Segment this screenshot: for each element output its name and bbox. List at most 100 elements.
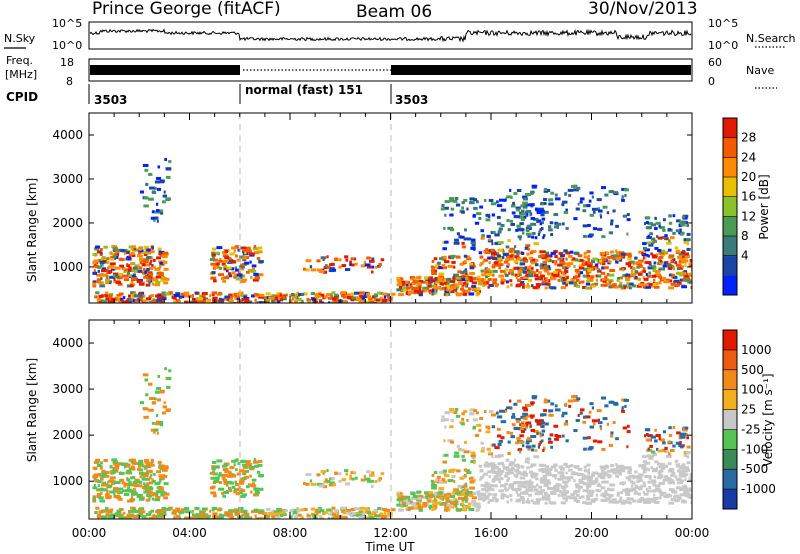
power-cell: [226, 298, 229, 302]
velocity-cell: [531, 481, 534, 485]
power-cell: [622, 214, 628, 218]
velocity-colorbar-swatch: [723, 409, 737, 430]
velocity-cell: [683, 454, 688, 458]
power-cell: [154, 216, 159, 220]
power-cell: [608, 285, 613, 289]
power-cell: [630, 260, 635, 264]
power-cell: [197, 300, 202, 303]
velocity-cell: [254, 491, 260, 495]
velocity-cell: [494, 499, 499, 503]
power-cell: [602, 205, 608, 209]
velocity-cell: [646, 489, 652, 493]
velocity-cell: [588, 446, 594, 450]
power-cell: [233, 292, 239, 296]
power-cell: [658, 255, 664, 259]
velocity-cell: [151, 401, 157, 405]
velocity-cell: [143, 459, 150, 463]
velocity-cell: [585, 501, 591, 505]
power-cell: [491, 242, 494, 246]
power-cell: [594, 263, 599, 267]
velocity-cell: [418, 508, 423, 512]
velocity-cell: [94, 511, 98, 515]
power-cell: [499, 263, 504, 267]
power-cell: [479, 263, 483, 267]
velocity-cell: [545, 491, 548, 495]
power-cell: [119, 264, 125, 268]
power-cell: [413, 291, 419, 295]
power-cell: [223, 276, 230, 280]
velocity-cell: [168, 506, 173, 510]
power-cell: [531, 284, 534, 288]
velocity-cell: [259, 509, 265, 513]
power-cell: [537, 219, 542, 223]
velocity-cell: [127, 471, 131, 475]
velocity-cell: [683, 486, 687, 490]
velocity-cell: [100, 491, 103, 495]
velocity-cell: [609, 483, 616, 487]
velocity-cell: [162, 474, 168, 478]
velocity-cell: [525, 414, 531, 418]
velocity-cell: [426, 497, 432, 501]
power-cell: [515, 284, 521, 288]
power-cell: [226, 269, 229, 273]
velocity-cell: [360, 478, 366, 482]
velocity-cell: [148, 408, 154, 412]
velocity-ylabel: Slant Range [km]: [25, 358, 39, 462]
power-cell: [609, 250, 615, 254]
velocity-cell: [654, 460, 659, 464]
velocity-cell: [562, 488, 566, 492]
power-cell: [521, 267, 527, 271]
velocity-cell: [249, 474, 252, 478]
velocity-cell: [119, 478, 125, 482]
velocity-cell: [685, 468, 690, 472]
velocity-cell: [148, 516, 152, 519]
velocity-cell: [215, 476, 220, 480]
power-cell: [101, 256, 106, 260]
velocity-cell: [607, 475, 611, 479]
power-cell: [129, 284, 134, 288]
velocity-cell: [628, 474, 632, 478]
power-cell: [516, 224, 521, 228]
power-cell: [550, 191, 555, 195]
velocity-colorbar-swatch: [723, 330, 737, 351]
velocity-cell: [100, 477, 104, 481]
velocity-cell: [623, 501, 626, 505]
power-cell: [546, 282, 551, 286]
velocity-cell: [353, 471, 357, 475]
power-cell: [525, 244, 531, 248]
nsearch-label: N.Search: [746, 32, 796, 45]
velocity-cell: [253, 487, 259, 491]
velocity-cell: [318, 515, 323, 519]
velocity-cell: [442, 460, 447, 464]
velocity-cell: [242, 472, 247, 476]
power-cell: [523, 197, 529, 201]
power-cell: [311, 297, 316, 301]
velocity-cell: [342, 511, 346, 515]
velocity-cell: [479, 477, 483, 481]
power-cell: [383, 295, 387, 299]
station-title: Prince George (fitACF): [92, 0, 281, 19]
power-cell: [463, 237, 470, 241]
power-cell: [92, 280, 97, 284]
velocity-cell: [174, 517, 178, 519]
velocity-cell: [683, 484, 688, 488]
velocity-cell: [155, 413, 159, 417]
status-panel: N.Sky 10^5 10^0 10^5 10^0 N.Search Freq.…: [4, 17, 796, 107]
velocity-cell: [533, 485, 537, 489]
power-cell: [638, 264, 643, 268]
velocity-cell: [526, 423, 529, 427]
velocity-cell: [150, 463, 155, 467]
velocity-cell: [138, 460, 143, 464]
power-cell: [191, 294, 194, 298]
power-cell: [121, 267, 126, 271]
velocity-cell: [645, 500, 651, 504]
power-cell: [215, 251, 220, 255]
velocity-cell: [655, 487, 661, 491]
velocity-cell: [586, 486, 590, 490]
power-cell: [626, 232, 629, 236]
velocity-cell: [297, 513, 302, 517]
power-cell: [194, 291, 199, 295]
power-cell: [329, 267, 335, 271]
velocity-cell: [500, 472, 503, 476]
velocity-cell: [197, 516, 202, 519]
